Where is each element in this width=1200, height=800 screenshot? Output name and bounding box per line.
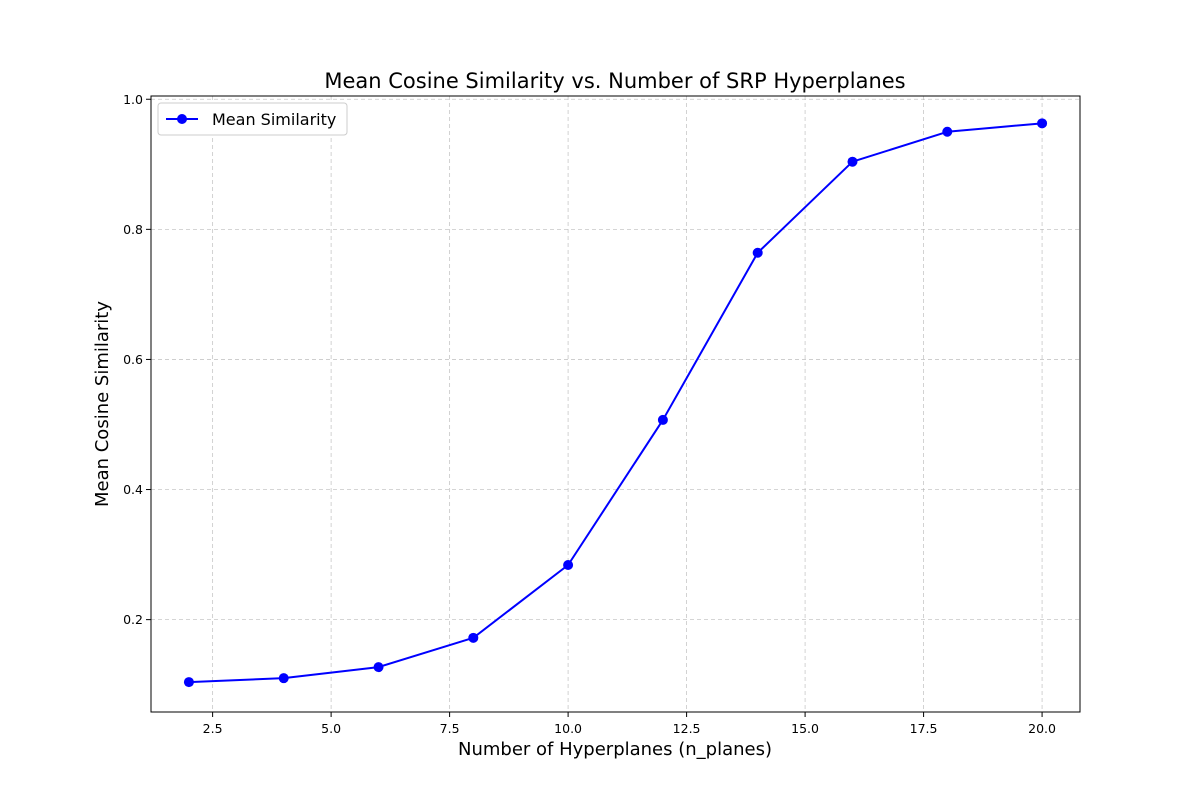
y-axis-ticks: 0.2 0.4 0.6 0.8 1.0 [123,92,151,627]
x-tick-label: 7.5 [440,721,460,736]
series-layer [183,118,1048,688]
data-point [942,126,953,137]
y-tick-label: 0.4 [123,482,143,497]
y-tick-label: 1.0 [123,92,143,107]
legend-box [157,102,348,136]
y-tick-label: 0.8 [123,222,143,237]
y-axis-title: Mean Cosine Similarity [92,301,113,507]
data-point [1037,118,1048,129]
x-tick-label: 17.5 [910,721,938,736]
data-point [752,247,763,258]
legend-label: Mean Similarity [212,110,336,129]
data-point [183,677,194,688]
legend-marker-sample [177,114,187,124]
x-tick-label: 5.0 [321,721,341,736]
series-line [188,122,1043,684]
x-axis-title: Number of Hyperplanes (n_planes) [458,739,772,760]
y-tick-label: 0.6 [123,352,143,367]
x-tick-label: 15.0 [791,721,819,736]
data-point [373,662,384,673]
data-point [847,156,858,167]
y-tick-label: 0.2 [123,612,143,627]
plot-area-frame [150,95,1081,713]
data-point [657,414,668,425]
x-tick-label: 10.0 [554,721,582,736]
x-tick-label: 2.5 [203,721,223,736]
legend: Mean Similarity [157,102,348,136]
x-tick-label: 12.5 [673,721,701,736]
x-tick-label: 20.0 [1028,721,1056,736]
chart-title: Mean Cosine Similarity vs. Number of SRP… [324,69,905,93]
data-point [563,559,574,570]
x-axis-ticks: 2.5 5.0 7.5 10.0 12.5 15.0 17.5 20.0 [203,712,1056,736]
grid [151,96,1080,712]
data-point [468,632,479,643]
data-point [278,673,289,684]
